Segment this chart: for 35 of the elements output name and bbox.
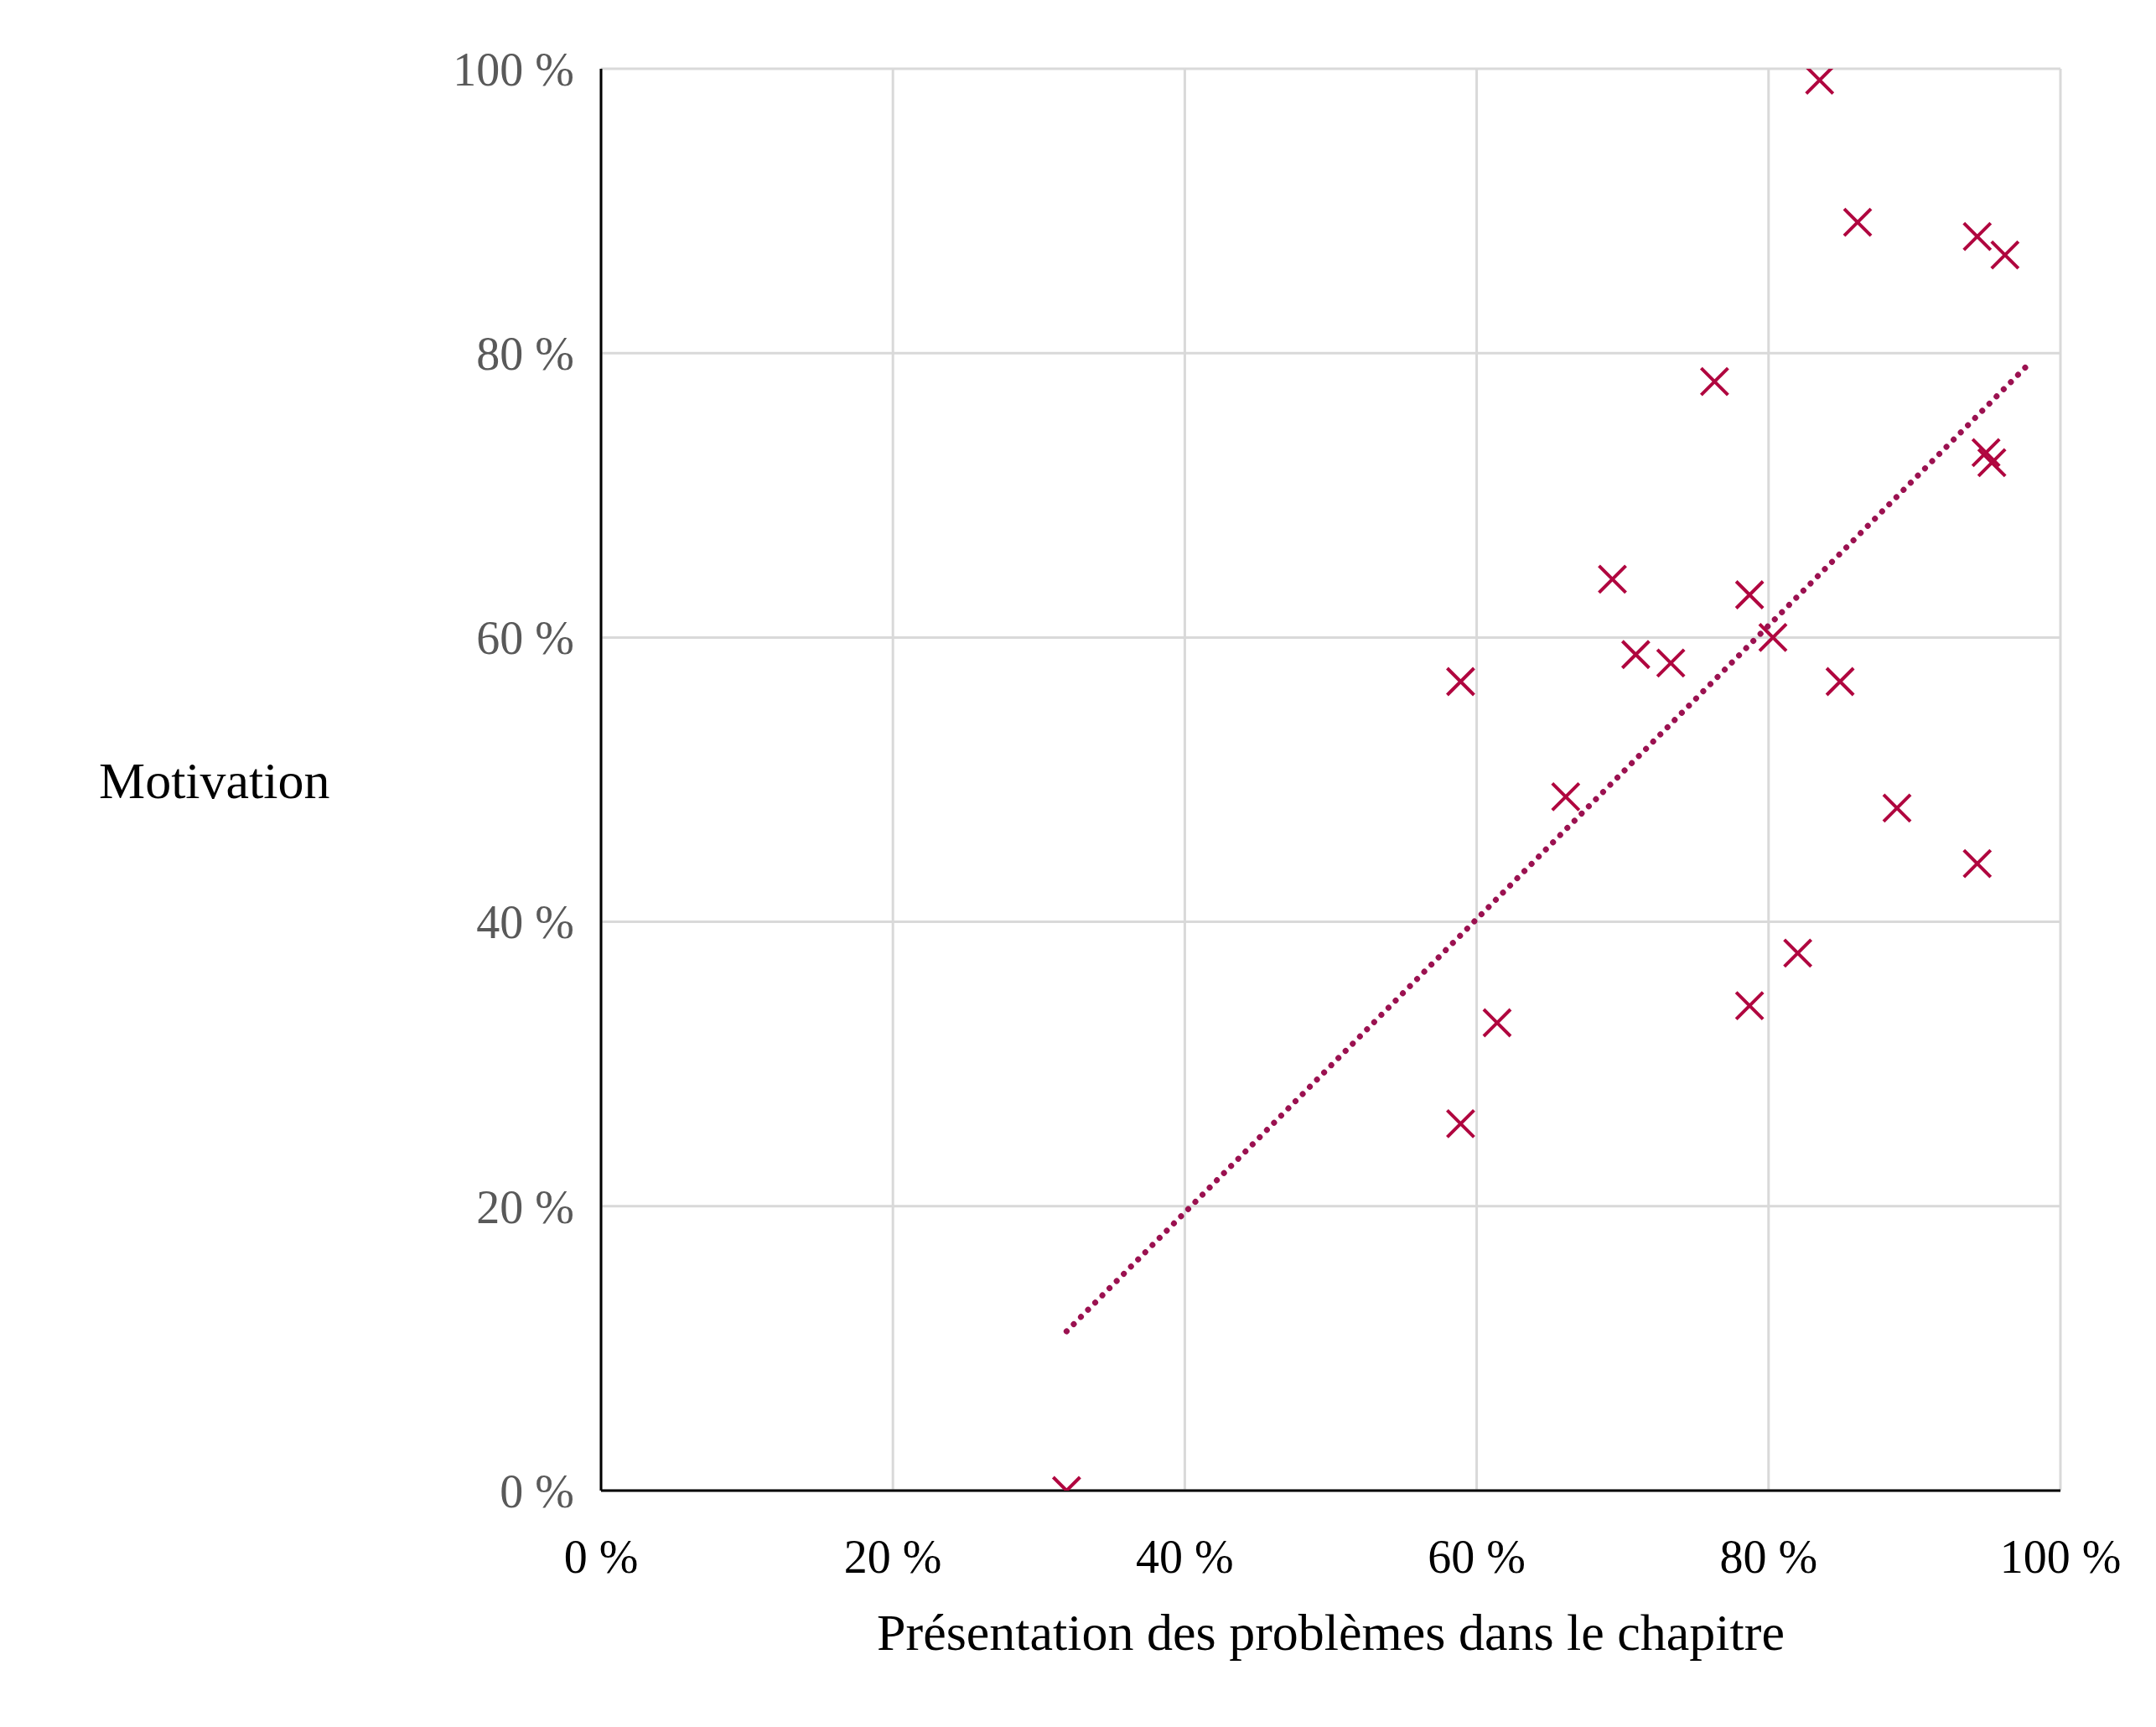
point (1550, 781, 1581, 812)
x-tick-label: 100 % (1999, 1530, 2122, 1583)
x-tick-label: 40 % (1136, 1530, 1234, 1583)
point (1758, 622, 1789, 653)
point (1962, 848, 1993, 879)
y-tick-label: 20 % (476, 1180, 574, 1233)
point (1825, 666, 1856, 697)
y-tick-label: 40 % (476, 896, 574, 949)
point (1977, 447, 2008, 478)
point (1989, 240, 2020, 271)
point (1445, 1108, 1476, 1139)
x-tick-label: 0 % (563, 1530, 639, 1583)
point (1699, 366, 1730, 397)
point (1842, 207, 1873, 238)
point (1782, 937, 1813, 968)
point (1656, 647, 1687, 678)
point (1971, 437, 2002, 468)
y-tick-label: 60 % (476, 612, 574, 665)
y-tick-label: 100 % (453, 43, 574, 96)
point (1734, 579, 1765, 610)
x-axis-title: Présentation des problèmes dans le chapitre (877, 1604, 1785, 1661)
point (1620, 639, 1651, 670)
y-tick-label: 0 % (500, 1465, 574, 1517)
x-tick-label: 80 % (1719, 1530, 1818, 1583)
point (1962, 221, 1993, 252)
point (1734, 990, 1765, 1021)
x-tick-label: 20 % (843, 1530, 942, 1583)
point (1481, 1008, 1512, 1039)
point (1804, 69, 1835, 96)
y-tick-label: 80 % (476, 328, 574, 381)
x-tick-label: 60 % (1428, 1530, 1526, 1583)
point (1882, 792, 1913, 823)
point (1445, 666, 1476, 697)
point (1597, 563, 1628, 594)
y-axis-title: Motivation (99, 752, 330, 810)
